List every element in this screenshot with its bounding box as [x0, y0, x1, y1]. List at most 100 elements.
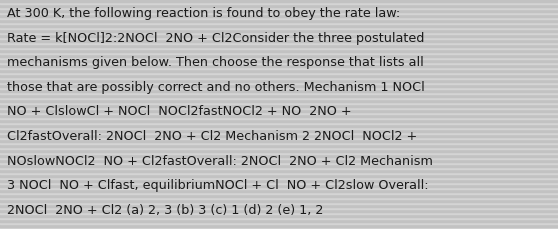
Bar — [0, 62, 558, 65]
Bar — [0, 184, 558, 187]
Bar — [0, 12, 558, 15]
Bar — [0, 202, 558, 204]
Bar — [0, 164, 558, 167]
Bar — [0, 45, 558, 47]
Bar — [0, 179, 558, 182]
Text: mechanisms given below. Then choose the response that lists all: mechanisms given below. Then choose the … — [7, 56, 424, 69]
Bar — [0, 137, 558, 139]
Bar — [0, 117, 558, 120]
Bar — [0, 57, 558, 60]
Bar — [0, 20, 558, 22]
Text: At 300 K, the following reaction is found to obey the rate law:: At 300 K, the following reaction is foun… — [7, 7, 400, 20]
Bar — [0, 42, 558, 45]
Bar — [0, 172, 558, 174]
Bar — [0, 85, 558, 87]
Bar — [0, 15, 558, 17]
Bar — [0, 102, 558, 105]
Bar — [0, 8, 558, 10]
Bar — [0, 47, 558, 50]
Bar — [0, 82, 558, 85]
Bar — [0, 219, 558, 221]
Bar — [0, 105, 558, 107]
Bar — [0, 147, 558, 149]
Bar — [0, 100, 558, 102]
Bar — [0, 97, 558, 100]
Bar — [0, 109, 558, 112]
Bar — [0, 187, 558, 189]
Bar — [0, 199, 558, 202]
Bar — [0, 207, 558, 209]
Bar — [0, 22, 558, 25]
Bar — [0, 157, 558, 159]
Bar — [0, 27, 558, 30]
Bar — [0, 224, 558, 226]
Bar — [0, 120, 558, 122]
Bar — [0, 67, 558, 70]
Text: Cl2fastOverall: 2NOCl  2NO + Cl2 Mechanism 2 2NOCl  NOCl2 +: Cl2fastOverall: 2NOCl 2NO + Cl2 Mechanis… — [7, 129, 417, 142]
Bar — [0, 194, 558, 197]
Bar — [0, 134, 558, 137]
Bar — [0, 149, 558, 152]
Bar — [0, 17, 558, 20]
Bar — [0, 10, 558, 12]
Bar — [0, 87, 558, 90]
Bar — [0, 92, 558, 95]
Bar — [0, 142, 558, 144]
Bar — [0, 107, 558, 109]
Bar — [0, 159, 558, 162]
Bar — [0, 212, 558, 214]
Bar — [0, 177, 558, 179]
Bar — [0, 192, 558, 194]
Text: 3 NOCl  NO + Clfast, equilibriumNOCl + Cl  NO + Cl2slow Overall:: 3 NOCl NO + Clfast, equilibriumNOCl + Cl… — [7, 178, 429, 191]
Bar — [0, 55, 558, 57]
Bar — [0, 209, 558, 212]
Bar — [0, 144, 558, 147]
Text: those that are possibly correct and no others. Mechanism 1 NOCl: those that are possibly correct and no o… — [7, 80, 425, 93]
Text: NO + ClslowCl + NOCl  NOCl2fastNOCl2 + NO  2NO +: NO + ClslowCl + NOCl NOCl2fastNOCl2 + NO… — [7, 105, 352, 118]
Bar — [0, 95, 558, 97]
Bar — [0, 152, 558, 154]
Bar — [0, 70, 558, 72]
Bar — [0, 139, 558, 142]
Bar — [0, 189, 558, 192]
Bar — [0, 60, 558, 62]
Bar — [0, 50, 558, 52]
Bar — [0, 204, 558, 207]
Bar — [0, 30, 558, 32]
Bar — [0, 169, 558, 172]
Bar — [0, 132, 558, 134]
Text: NOslowNOCl2  NO + Cl2fastOverall: 2NOCl  2NO + Cl2 Mechanism: NOslowNOCl2 NO + Cl2fastOverall: 2NOCl 2… — [7, 154, 432, 167]
Bar — [0, 5, 558, 8]
Bar — [0, 174, 558, 177]
Bar — [0, 114, 558, 117]
Bar — [0, 226, 558, 229]
Bar — [0, 124, 558, 127]
Bar — [0, 154, 558, 157]
Bar — [0, 77, 558, 80]
Bar — [0, 65, 558, 67]
Bar — [0, 80, 558, 82]
Bar — [0, 40, 558, 42]
Bar — [0, 167, 558, 169]
Bar — [0, 0, 558, 3]
Bar — [0, 217, 558, 219]
Bar — [0, 37, 558, 40]
Bar — [0, 32, 558, 35]
Bar — [0, 197, 558, 199]
Bar — [0, 214, 558, 217]
Text: Rate = k[NOCl]2:2NOCl  2NO + Cl2Consider the three postulated: Rate = k[NOCl]2:2NOCl 2NO + Cl2Consider … — [7, 31, 424, 44]
Bar — [0, 35, 558, 37]
Bar — [0, 122, 558, 124]
Bar — [0, 72, 558, 75]
Bar — [0, 127, 558, 129]
Text: 2NOCl  2NO + Cl2 (a) 2, 3 (b) 3 (c) 1 (d) 2 (e) 1, 2: 2NOCl 2NO + Cl2 (a) 2, 3 (b) 3 (c) 1 (d)… — [7, 203, 323, 216]
Bar — [0, 112, 558, 114]
Bar — [0, 90, 558, 92]
Bar — [0, 221, 558, 224]
Bar — [0, 75, 558, 77]
Bar — [0, 162, 558, 164]
Bar — [0, 52, 558, 55]
Bar — [0, 25, 558, 27]
Bar — [0, 129, 558, 132]
Bar — [0, 182, 558, 184]
